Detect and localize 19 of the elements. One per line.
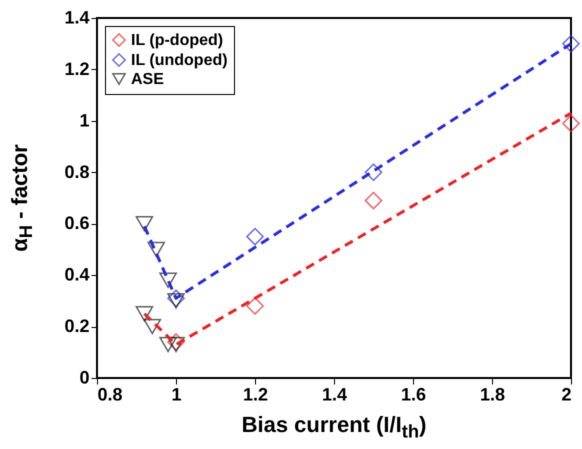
y-tick-label: 0.8 — [64, 162, 90, 182]
y-tick-label: 0.2 — [64, 316, 90, 336]
y-tick-label: 0.4 — [64, 264, 90, 285]
y-tick-label: 1.4 — [64, 8, 90, 28]
x-axis-title: Bias current (I/I$_{th}$) — [240, 412, 428, 442]
x-tick-label: 1 — [171, 384, 182, 404]
x-tick-label: 1.8 — [480, 384, 506, 404]
legend-label: ASE — [131, 71, 164, 88]
legend-label: IL (p-doped) — [131, 32, 224, 49]
x-tick-label: 0.8 — [98, 384, 123, 404]
x-tick-label: 1.4 — [322, 384, 348, 404]
legend-label: IL (undoped) — [131, 52, 228, 69]
y-tick-label: 1.2 — [64, 58, 90, 79]
y-tick-label: 0.6 — [64, 213, 90, 234]
x-tick-label: 1.2 — [242, 384, 268, 404]
y-tick-label: 0 — [79, 368, 90, 388]
y-tick-label: 1 — [79, 110, 90, 130]
x-tick-label: 2 — [561, 384, 572, 404]
x-tick-label: 1.6 — [400, 384, 426, 404]
